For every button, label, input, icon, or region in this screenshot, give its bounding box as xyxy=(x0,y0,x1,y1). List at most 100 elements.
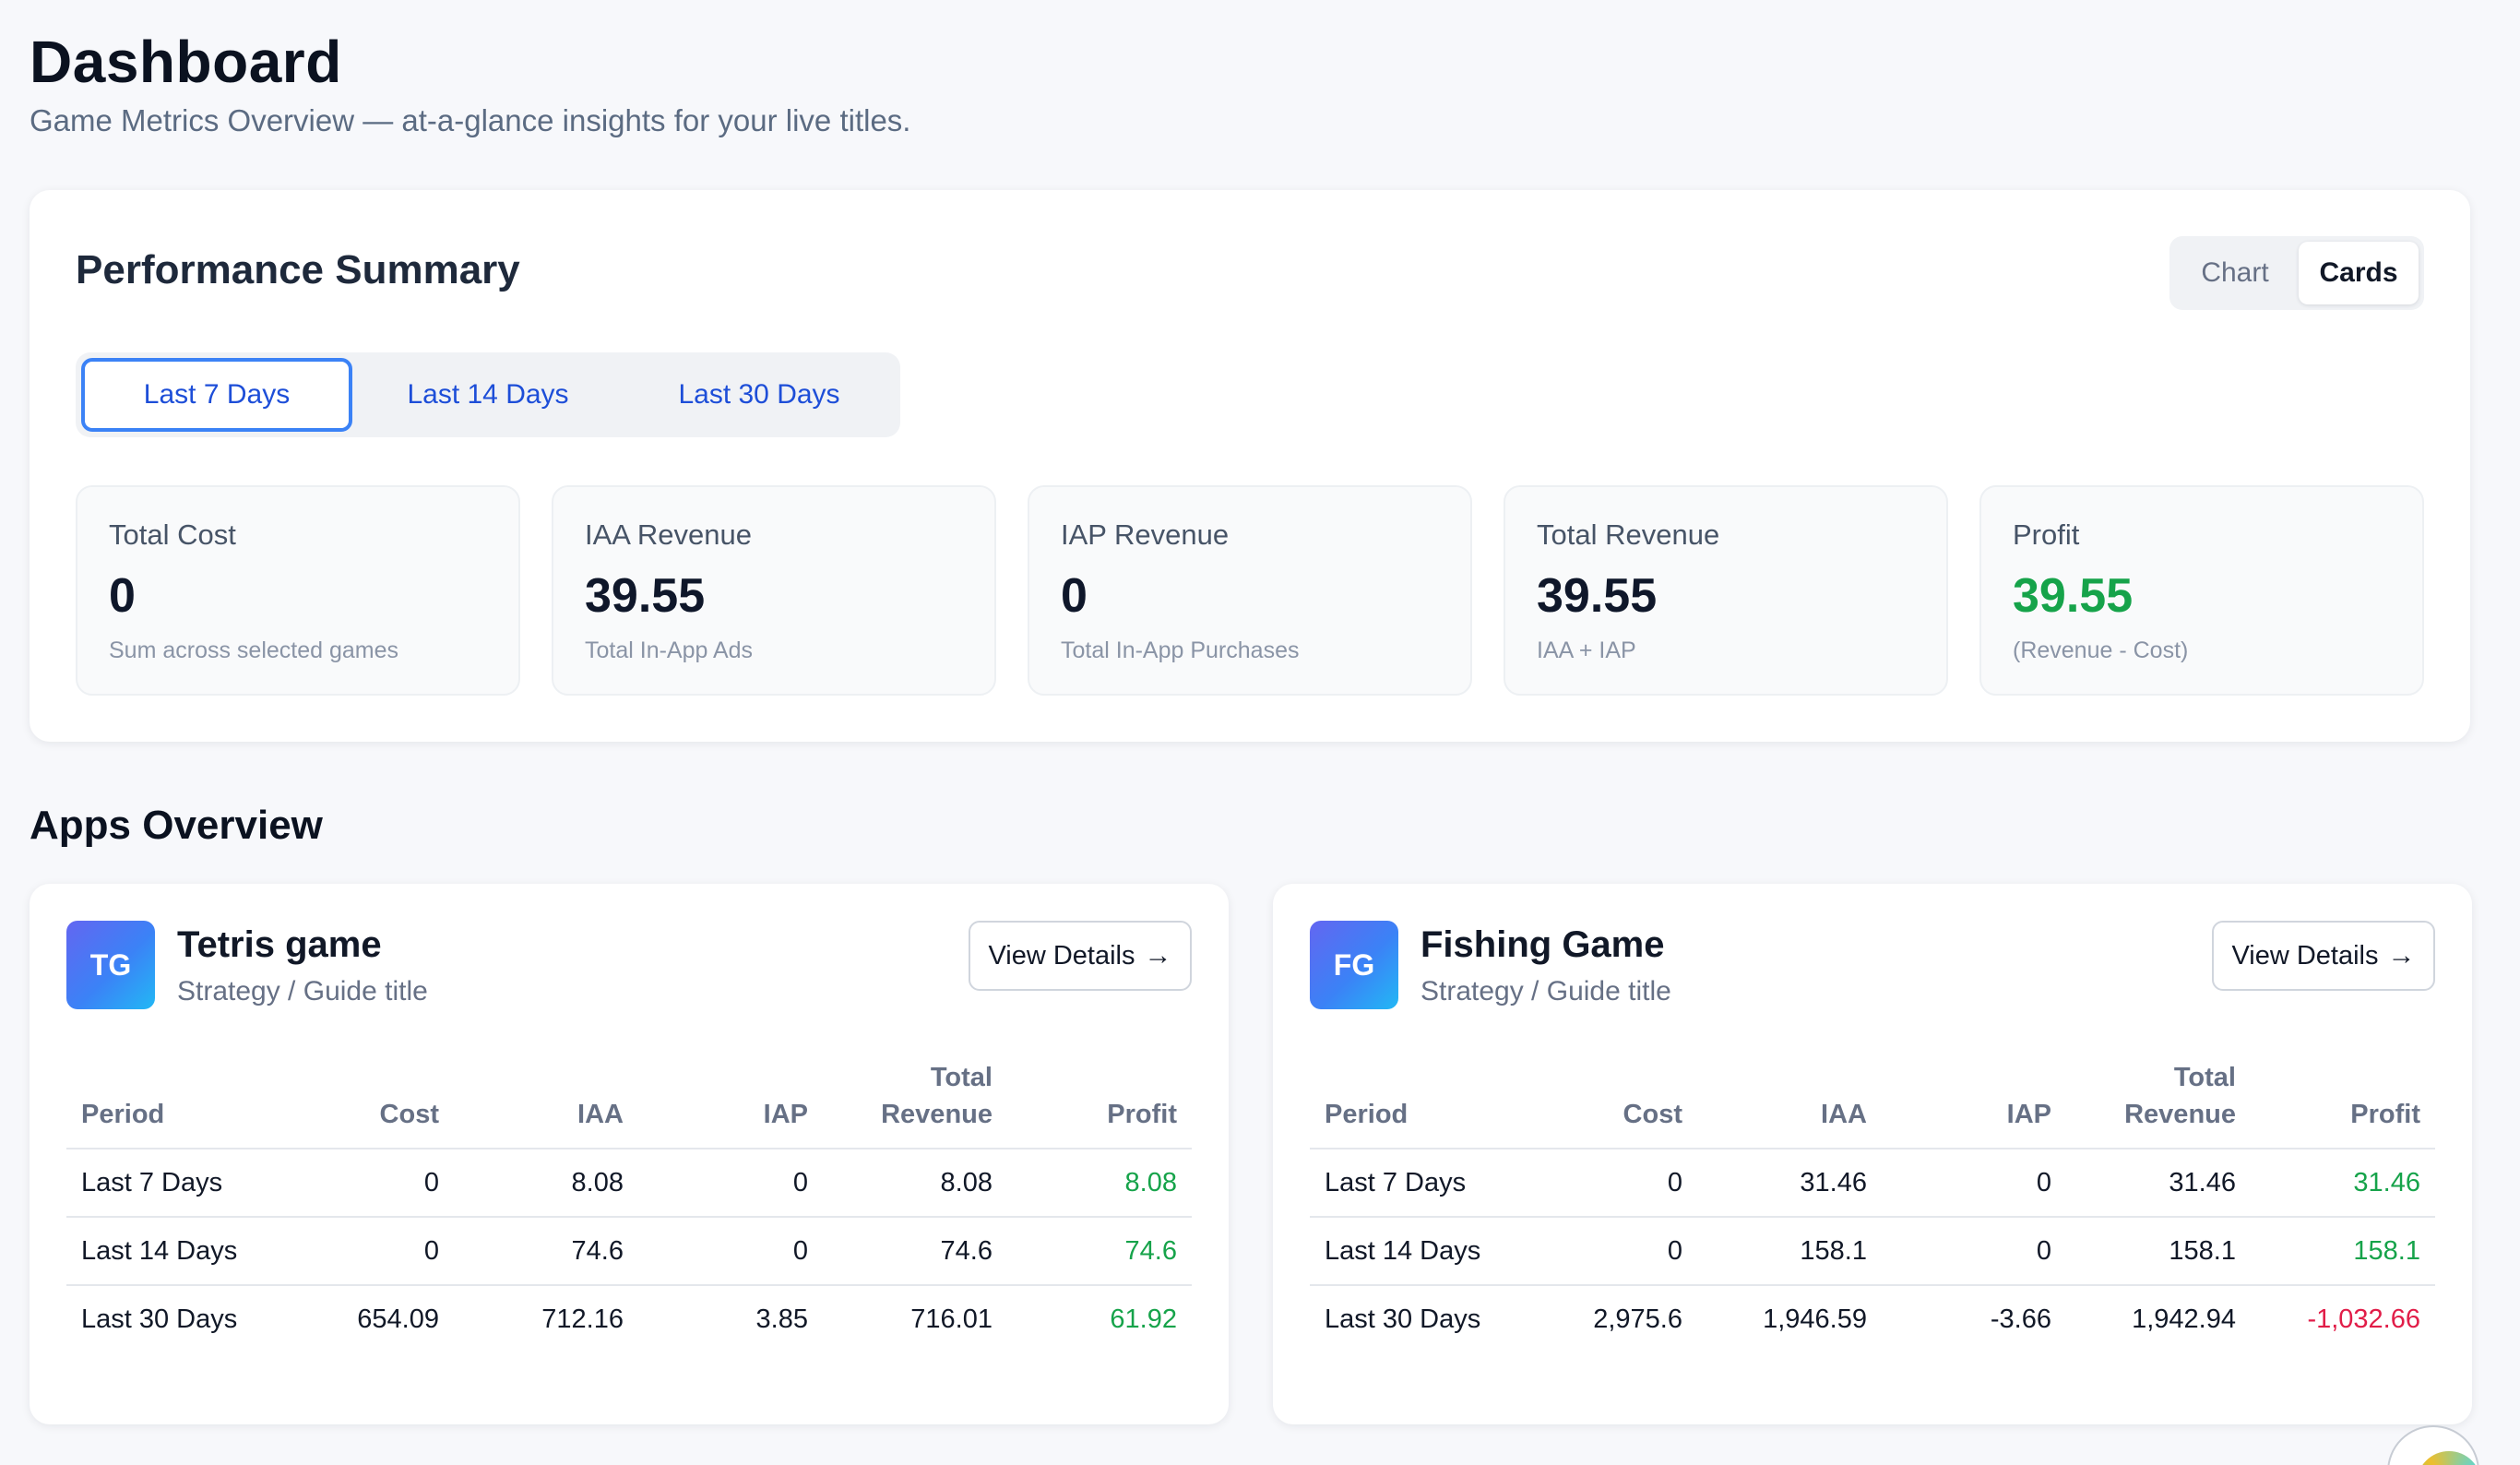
metric-cards: Total Cost 0 Sum across selected games I… xyxy=(76,485,2424,696)
col-header-iap: IAP xyxy=(1882,1059,2066,1149)
cell-total-revenue: 74.6 xyxy=(823,1217,1007,1286)
col-header-profit: Profit xyxy=(2251,1059,2435,1149)
view-toggle: Chart Cards xyxy=(2169,236,2424,310)
app-name: Fishing Game xyxy=(1420,924,1665,965)
col-header-iap: IAP xyxy=(638,1059,823,1149)
arrow-right-icon: → xyxy=(2387,940,2416,971)
cell-profit: 61.92 xyxy=(1110,1304,1177,1334)
cell-cost: 0 xyxy=(269,1149,454,1218)
app-genre: Strategy / Guide title xyxy=(177,976,428,1006)
view-toggle-chart[interactable]: Chart xyxy=(2201,257,2269,288)
cell-iap: 0 xyxy=(638,1149,823,1218)
tab-last-30-days[interactable]: Last 30 Days xyxy=(678,379,840,410)
cell-iap: 3.85 xyxy=(755,1304,808,1334)
period-tabs: Last 7 Days Last 14 Days Last 30 Days xyxy=(76,352,900,437)
cell-period: Last 14 Days xyxy=(66,1217,269,1286)
app-metrics-table: Period Cost IAA IAP Total Revenue Profit… xyxy=(66,1059,1192,1353)
cell-total-revenue: 158.1 xyxy=(2066,1217,2251,1286)
table-row: Last 30 Days 2,975.6 1,946.59 -3.66 1,94… xyxy=(1310,1285,2435,1353)
table-row: Last 14 Days 0 74.6 0 74.6 74.6 xyxy=(66,1217,1192,1286)
view-details-button[interactable]: View Details → xyxy=(2212,921,2435,991)
cell-iaa: 74.6 xyxy=(454,1217,638,1286)
view-toggle-cards[interactable]: Cards xyxy=(2299,242,2419,304)
cell-iaa: 158.1 xyxy=(1697,1217,1882,1286)
page-title: Dashboard xyxy=(30,29,342,95)
table-header-row: Period Cost IAA IAP Total Revenue Profit xyxy=(66,1059,1192,1149)
cell-profit: 31.46 xyxy=(2251,1149,2435,1218)
metric-profit: Profit 39.55 (Revenue - Cost) xyxy=(1979,485,2424,696)
col-header-period: Period xyxy=(1310,1059,1513,1149)
table-row: Last 7 Days 0 31.46 0 31.46 31.46 xyxy=(1310,1149,2435,1218)
tab-last-7-days[interactable]: Last 7 Days xyxy=(81,358,352,432)
view-details-label: View Details xyxy=(988,940,1135,971)
cell-total-revenue: 1,942.94 xyxy=(2132,1304,2236,1334)
view-details-button[interactable]: View Details → xyxy=(969,921,1192,991)
col-header-profit: Profit xyxy=(1007,1059,1192,1149)
metric-label: IAA Revenue xyxy=(585,518,752,551)
table-row: Last 14 Days 0 158.1 0 158.1 158.1 xyxy=(1310,1217,2435,1286)
metric-iap-revenue: IAP Revenue 0 Total In-App Purchases xyxy=(1028,485,1472,696)
metric-total-cost: Total Cost 0 Sum across selected games xyxy=(76,485,520,696)
cell-iaa: 1,946.59 xyxy=(1763,1304,1867,1334)
metric-value: 39.55 xyxy=(1537,569,1658,623)
tab-last-14-days[interactable]: Last 14 Days xyxy=(407,379,569,410)
cell-iap: 0 xyxy=(1882,1217,2066,1286)
metric-value: 0 xyxy=(1061,569,1088,623)
metric-caption: Total In-App Purchases xyxy=(1061,637,1300,663)
metric-total-revenue: Total Revenue 39.55 IAA + IAP xyxy=(1504,485,1948,696)
col-header-iaa: IAA xyxy=(1697,1059,1882,1149)
cell-total-revenue: 8.08 xyxy=(823,1149,1007,1218)
metric-caption: IAA + IAP xyxy=(1537,637,1636,663)
col-header-period: Period xyxy=(66,1059,269,1149)
metric-value: 39.55 xyxy=(2013,569,2134,623)
cell-iaa: 31.46 xyxy=(1697,1149,1882,1218)
app-card-fishing: FG Fishing Game Strategy / Guide title V… xyxy=(1273,884,2472,1424)
metric-label: Profit xyxy=(2013,518,2080,551)
cell-profit: -1,032.66 xyxy=(2307,1304,2420,1334)
app-genre: Strategy / Guide title xyxy=(1420,976,1671,1006)
metric-caption: Sum across selected games xyxy=(109,637,399,663)
metric-iaa-revenue: IAA Revenue 39.55 Total In-App Ads xyxy=(552,485,996,696)
app-name: Tetris game xyxy=(177,924,382,965)
cell-period: Last 7 Days xyxy=(66,1149,269,1218)
cell-iaa: 8.08 xyxy=(454,1149,638,1218)
cell-cost: 0 xyxy=(1513,1149,1697,1218)
apps-overview-title: Apps Overview xyxy=(30,803,323,848)
app-metrics-table: Period Cost IAA IAP Total Revenue Profit… xyxy=(1310,1059,2435,1353)
col-header-cost: Cost xyxy=(269,1059,454,1149)
metric-label: Total Revenue xyxy=(1537,518,1720,551)
cell-profit: 74.6 xyxy=(1007,1217,1192,1286)
cell-profit: 8.08 xyxy=(1007,1149,1192,1218)
cell-period: Last 30 Days xyxy=(81,1304,238,1334)
arrow-right-icon: → xyxy=(1144,940,1172,971)
performance-summary-card: Performance Summary Chart Cards Last 7 D… xyxy=(30,190,2470,742)
metric-value: 39.55 xyxy=(585,569,706,623)
cell-iaa: 712.16 xyxy=(541,1304,624,1334)
col-header-total-revenue: Total Revenue xyxy=(823,1059,1007,1149)
col-header-total-revenue: Total Revenue xyxy=(2066,1059,2251,1149)
metric-caption: Total In-App Ads xyxy=(585,637,754,663)
cell-period: Last 30 Days xyxy=(1325,1304,1481,1334)
cell-iap: -3.66 xyxy=(1990,1304,2051,1334)
cell-cost: 2,975.6 xyxy=(1593,1304,1682,1334)
table-row: Last 7 Days 0 8.08 0 8.08 8.08 xyxy=(66,1149,1192,1218)
cell-cost: 0 xyxy=(1513,1217,1697,1286)
page-subtitle: Game Metrics Overview — at-a-glance insi… xyxy=(30,103,911,137)
metric-value: 0 xyxy=(109,569,136,623)
cell-period: Last 14 Days xyxy=(1310,1217,1513,1286)
table-header-row: Period Cost IAA IAP Total Revenue Profit xyxy=(1310,1059,2435,1149)
cell-total-revenue: 31.46 xyxy=(2066,1149,2251,1218)
cell-iap: 0 xyxy=(1882,1149,2066,1218)
app-avatar: TG xyxy=(66,921,155,1009)
cell-cost: 654.09 xyxy=(357,1304,439,1334)
cell-iap: 0 xyxy=(638,1217,823,1286)
cell-period: Last 7 Days xyxy=(1310,1149,1513,1218)
assistant-fab-icon[interactable] xyxy=(2387,1425,2479,1465)
cell-profit: 158.1 xyxy=(2251,1217,2435,1286)
col-header-iaa: IAA xyxy=(454,1059,638,1149)
table-row: Last 30 Days 654.09 712.16 3.85 716.01 6… xyxy=(66,1285,1192,1353)
metric-caption: (Revenue - Cost) xyxy=(2013,637,2189,663)
col-header-cost: Cost xyxy=(1513,1059,1697,1149)
app-avatar: FG xyxy=(1310,921,1398,1009)
